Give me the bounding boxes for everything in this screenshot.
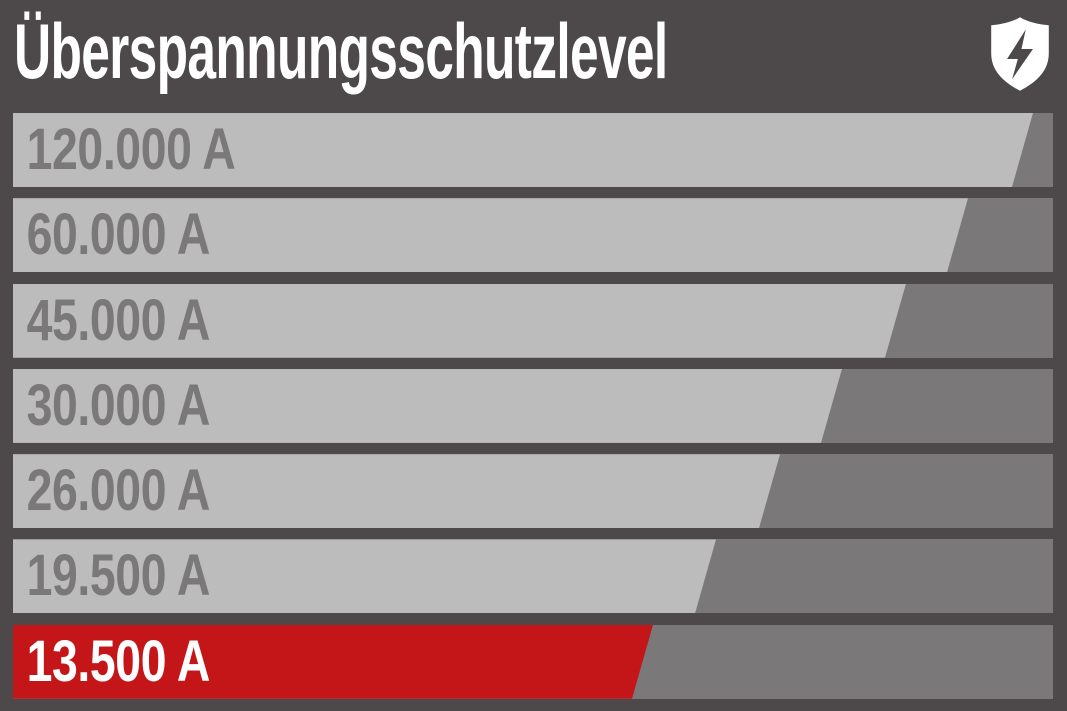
bar-fill: 120.000 A <box>13 113 1033 187</box>
bar-label: 19.500 A <box>26 543 210 609</box>
bar-label: 60.000 A <box>26 202 210 268</box>
bar-fill: 45.000 A <box>13 284 906 358</box>
bar-fill: 30.000 A <box>13 369 842 443</box>
bar-row: 13.500 A <box>13 624 1053 699</box>
bar-row: 19.500 A <box>13 539 1053 614</box>
bar-fill-highlight: 13.500 A <box>13 625 653 699</box>
bar-row: 120.000 A <box>13 113 1053 187</box>
bar-fill: 60.000 A <box>13 198 968 272</box>
lightning-bolt-icon <box>1007 29 1033 80</box>
bar-row: 45.000 A <box>13 283 1053 358</box>
bar-fill: 26.000 A <box>13 454 780 528</box>
bar-label: 120.000 A <box>26 117 236 182</box>
bar-row: 26.000 A <box>13 454 1053 529</box>
bar-label: 26.000 A <box>26 458 210 524</box>
bar-fill: 19.500 A <box>13 539 716 613</box>
bar-chart: 120.000 A 60.000 A 45.000 A 30.000 A 26.000 … <box>13 113 1053 699</box>
page-title: Überspannungsschutzlevel <box>14 7 668 95</box>
bar-label: 45.000 A <box>26 287 210 353</box>
shield-lightning-icon <box>991 17 1049 91</box>
bar-row: 30.000 A <box>13 368 1053 443</box>
bar-label: 30.000 A <box>26 372 210 438</box>
bar-row: 60.000 A <box>13 198 1053 273</box>
bar-label: 13.500 A <box>26 628 210 694</box>
